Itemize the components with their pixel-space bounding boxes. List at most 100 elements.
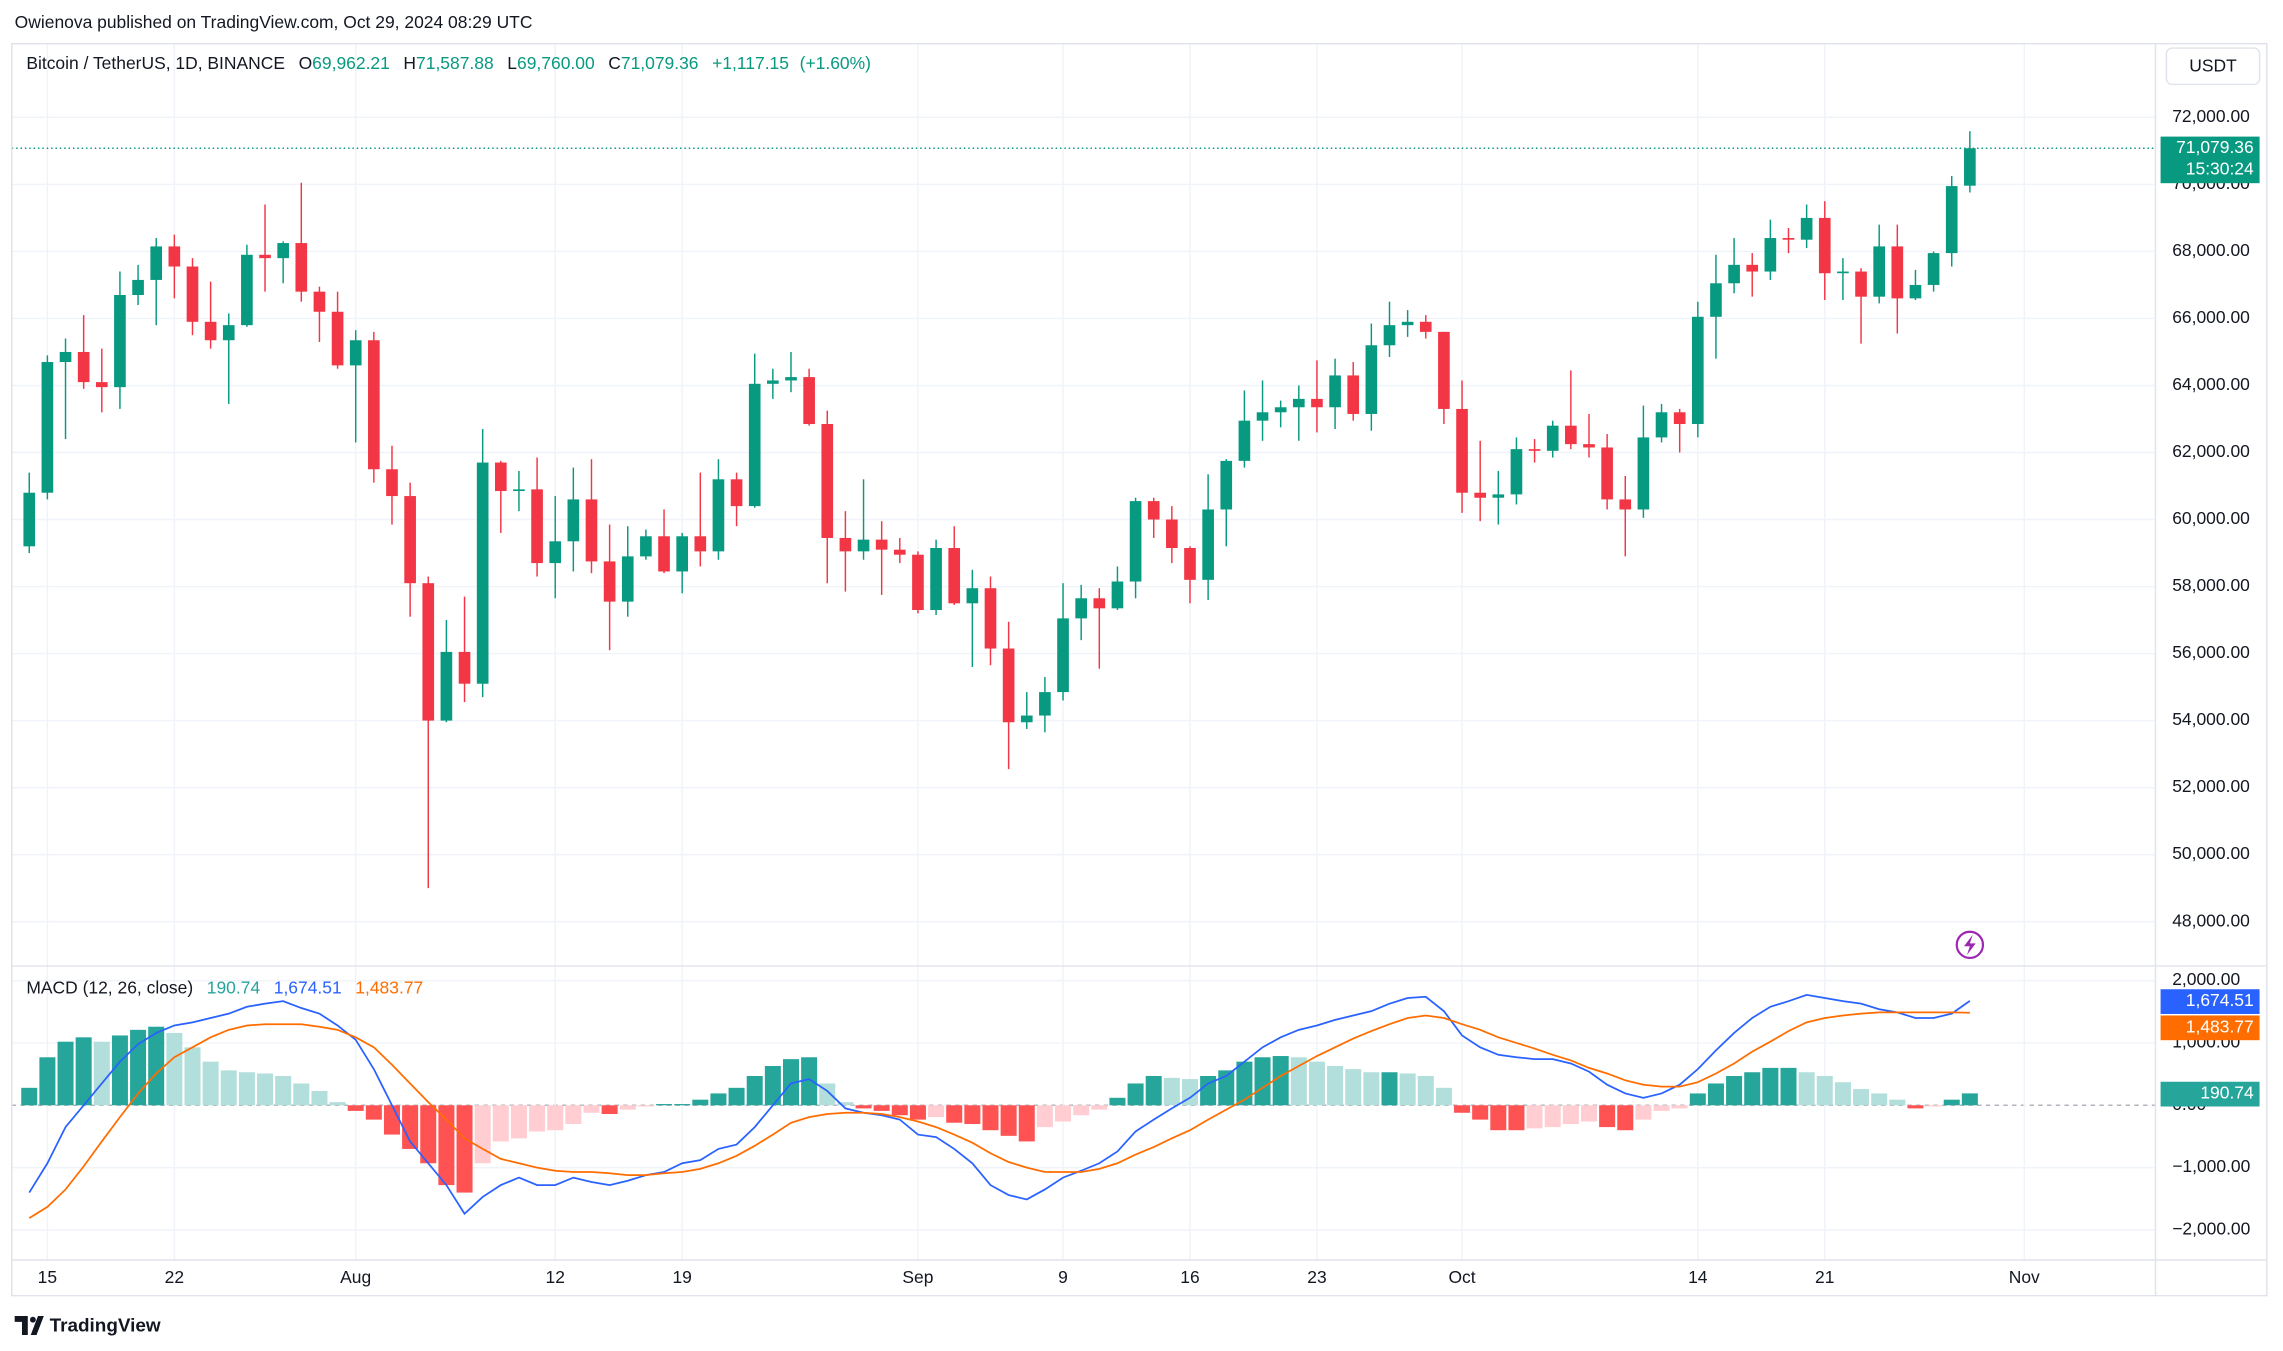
- histogram-bar: [293, 1083, 310, 1106]
- candle-body: [204, 321, 217, 341]
- histogram-bar: [1889, 1099, 1906, 1106]
- candle-body: [1528, 449, 1541, 451]
- histogram-bar: [402, 1105, 419, 1149]
- candle-body: [1202, 509, 1214, 580]
- candle-body: [1492, 494, 1505, 498]
- histogram-bar: [619, 1105, 636, 1110]
- candle-body: [349, 340, 362, 366]
- value-label: 1,483.77: [2186, 1016, 2254, 1036]
- histogram-bar: [1635, 1105, 1652, 1120]
- candle-body: [875, 539, 888, 550]
- histogram-bar: [1381, 1072, 1398, 1106]
- histogram-bar: [1689, 1093, 1706, 1106]
- histogram-bar: [1345, 1069, 1362, 1106]
- histogram-bar: [1000, 1105, 1017, 1136]
- histogram-bar: [365, 1105, 382, 1120]
- candle-body: [803, 377, 815, 425]
- candle-body: [1909, 284, 1922, 299]
- candle-body: [1438, 331, 1450, 409]
- y-tick-label: 72,000.00: [2172, 106, 2250, 126]
- histogram-bar: [656, 1104, 673, 1106]
- histogram-bar: [837, 1102, 854, 1106]
- candle-body: [730, 479, 743, 507]
- candle-body: [150, 246, 163, 280]
- candle-body: [1020, 715, 1033, 723]
- x-tick-label: 23: [1307, 1267, 1326, 1287]
- currency-button-box[interactable]: [2165, 47, 2261, 86]
- candle-body: [313, 291, 326, 312]
- candle-body: [531, 489, 543, 564]
- y-tick-label: 50,000.00: [2172, 843, 2250, 863]
- histogram-bar: [674, 1104, 691, 1106]
- candle-body: [1818, 217, 1831, 274]
- candle-body: [640, 536, 652, 557]
- histogram-bar: [1218, 1070, 1235, 1106]
- histogram-bar: [1599, 1105, 1616, 1128]
- histogram-bar: [583, 1105, 600, 1113]
- histogram-bar: [873, 1105, 890, 1111]
- candle-body: [1075, 598, 1087, 619]
- alert-icon[interactable]: [1955, 930, 1985, 960]
- candle-body: [1456, 408, 1468, 493]
- candle-body: [549, 541, 562, 564]
- brand-logo: [14, 1316, 44, 1335]
- candle-body: [930, 548, 942, 610]
- histogram-bar: [311, 1090, 328, 1106]
- candle-body: [1129, 501, 1142, 582]
- last-price-box: [2160, 136, 2260, 184]
- candle-body: [1891, 246, 1904, 299]
- histogram-bar: [166, 1032, 183, 1106]
- candle-body: [331, 311, 344, 366]
- histogram-bar: [692, 1099, 709, 1106]
- x-tick-label: 12: [546, 1267, 565, 1287]
- candle-body: [1855, 271, 1867, 297]
- histogram-bar: [964, 1105, 981, 1124]
- candle-body: [1292, 398, 1305, 408]
- histogram-bar: [1925, 1105, 1942, 1107]
- candle-body: [1927, 253, 1940, 285]
- candle-body: [567, 499, 580, 542]
- histogram-bar: [111, 1035, 128, 1106]
- candle-body: [23, 492, 36, 547]
- candle-body: [440, 651, 453, 721]
- candle-body: [368, 340, 380, 470]
- alert-icon-bolt[interactable]: [1964, 934, 1976, 956]
- histogram-bar: [909, 1105, 926, 1120]
- candle-body: [241, 254, 253, 326]
- candle-body: [132, 279, 144, 296]
- histogram-legend-value: 190.74: [207, 977, 261, 997]
- value-label: 190.74: [2200, 1083, 2254, 1103]
- histogram-bar: [982, 1105, 999, 1131]
- histogram-bar: [1943, 1099, 1960, 1106]
- y-tick-label: 48,000.00: [2172, 910, 2250, 930]
- histogram-bar: [1272, 1056, 1289, 1106]
- last-price-label: 71,079.36: [2176, 137, 2254, 157]
- histogram-bar: [1472, 1105, 1489, 1120]
- histogram-bar: [1780, 1067, 1797, 1106]
- x-tick-label: 15: [38, 1267, 57, 1287]
- candle-body: [494, 462, 507, 492]
- high-letter: H: [403, 53, 416, 73]
- histogram-bar: [184, 1047, 201, 1106]
- histogram-bar: [547, 1105, 564, 1131]
- candle-body: [767, 380, 779, 384]
- histogram-bar: [1762, 1067, 1779, 1106]
- histogram-bar: [1109, 1097, 1126, 1106]
- open-letter: O: [299, 53, 313, 73]
- histogram-bar: [1653, 1105, 1670, 1111]
- close-letter: C: [608, 53, 621, 73]
- histogram-bar: [1308, 1061, 1325, 1106]
- currency-button[interactable]: USDT: [2165, 47, 2261, 86]
- currency-label[interactable]: USDT: [2189, 56, 2237, 76]
- candle-body: [1002, 648, 1015, 723]
- histogram-bar: [710, 1093, 727, 1106]
- candle-body: [1510, 449, 1523, 495]
- candle-body: [1837, 271, 1849, 274]
- histogram-bar: [1671, 1105, 1688, 1109]
- candle-body: [785, 377, 797, 381]
- candle-body: [1166, 519, 1178, 549]
- macd-legend-value: 1,674.51: [274, 977, 342, 997]
- histogram-bar: [1617, 1105, 1634, 1131]
- candle-body: [857, 539, 870, 552]
